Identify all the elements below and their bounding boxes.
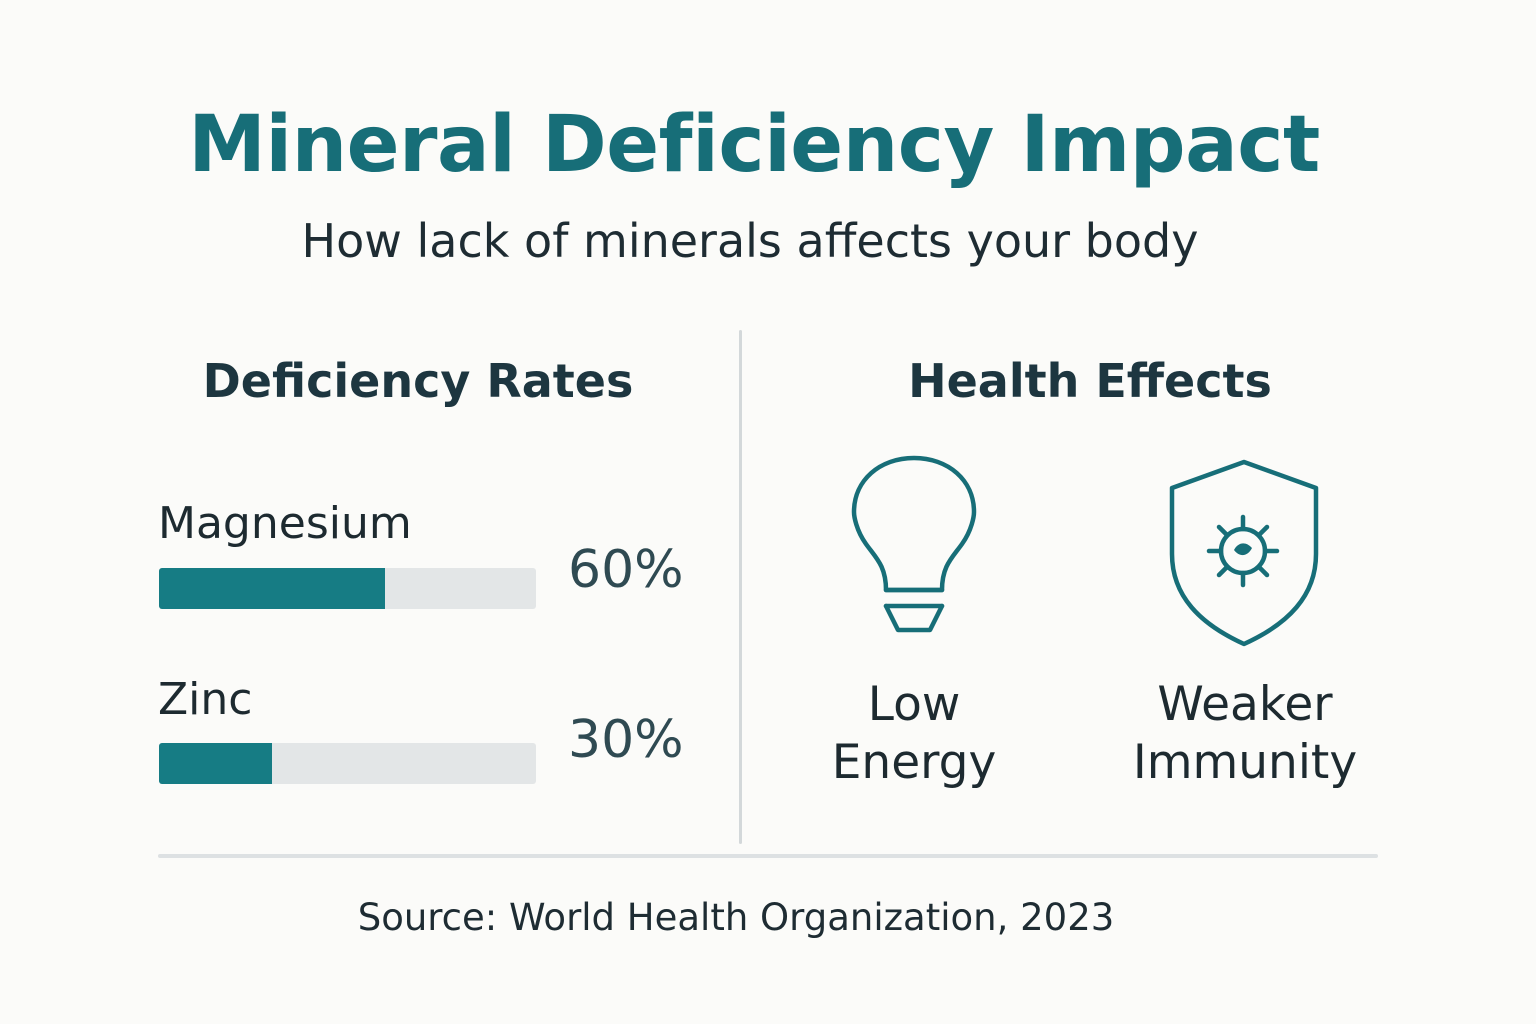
shield-virus-icon <box>1169 459 1319 647</box>
effect-low-energy-line2: Energy <box>831 735 997 790</box>
bar-zinc <box>159 743 273 784</box>
lightbulb-icon <box>851 455 977 633</box>
bar-track-zinc <box>159 743 536 784</box>
bar-value-magnesium: 60% <box>568 540 684 600</box>
deficiency-rates-heading: Deficiency Rates <box>202 354 634 408</box>
column-divider <box>739 330 742 844</box>
bar-magnesium <box>159 568 386 609</box>
page-subtitle: How lack of minerals affects your body <box>301 214 1199 268</box>
footer-divider <box>158 854 1378 858</box>
health-effects-heading: Health Effects <box>908 354 1272 408</box>
page-title: Mineral Deficiency Impact <box>188 100 1320 190</box>
bar-label-zinc: Zinc <box>158 674 253 725</box>
effect-weaker-immunity-line1: Weaker <box>1157 677 1333 732</box>
effect-weaker-immunity: Weaker Immunity <box>1120 676 1370 792</box>
effect-low-energy: Low Energy <box>814 676 1014 792</box>
bar-value-zinc: 30% <box>568 710 684 770</box>
bar-track-magnesium <box>159 568 536 609</box>
bar-label-magnesium: Magnesium <box>158 498 412 549</box>
effect-low-energy-line1: Low <box>867 677 961 732</box>
source-citation: Source: World Health Organization, 2023 <box>357 896 1115 939</box>
effect-weaker-immunity-line2: Immunity <box>1132 735 1358 790</box>
